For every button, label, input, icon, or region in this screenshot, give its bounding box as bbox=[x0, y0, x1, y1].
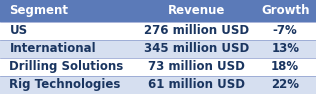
Bar bbox=[254, 0, 316, 22]
Bar bbox=[139, 76, 254, 94]
Text: Drilling Solutions: Drilling Solutions bbox=[9, 60, 124, 73]
Bar bbox=[0, 40, 139, 58]
Text: Growth: Growth bbox=[261, 4, 309, 17]
Text: 61 million USD: 61 million USD bbox=[148, 78, 245, 91]
Bar bbox=[139, 58, 254, 76]
Text: US: US bbox=[9, 24, 27, 37]
Bar bbox=[0, 58, 139, 76]
Bar bbox=[254, 22, 316, 40]
Bar bbox=[254, 58, 316, 76]
Text: International: International bbox=[9, 42, 96, 55]
Bar bbox=[254, 40, 316, 58]
Bar bbox=[139, 40, 254, 58]
Text: -7%: -7% bbox=[273, 24, 298, 37]
Text: Revenue: Revenue bbox=[168, 4, 225, 17]
Bar bbox=[0, 0, 139, 22]
Bar bbox=[139, 0, 254, 22]
Text: 73 million USD: 73 million USD bbox=[148, 60, 245, 73]
Text: Rig Technologies: Rig Technologies bbox=[9, 78, 121, 91]
Text: 22%: 22% bbox=[271, 78, 299, 91]
Bar bbox=[139, 22, 254, 40]
Bar bbox=[0, 22, 139, 40]
Text: 13%: 13% bbox=[271, 42, 299, 55]
Bar bbox=[254, 76, 316, 94]
Bar bbox=[0, 76, 139, 94]
Text: Segment: Segment bbox=[9, 4, 69, 17]
Text: 276 million USD: 276 million USD bbox=[144, 24, 249, 37]
Text: 18%: 18% bbox=[271, 60, 299, 73]
Text: 345 million USD: 345 million USD bbox=[144, 42, 249, 55]
